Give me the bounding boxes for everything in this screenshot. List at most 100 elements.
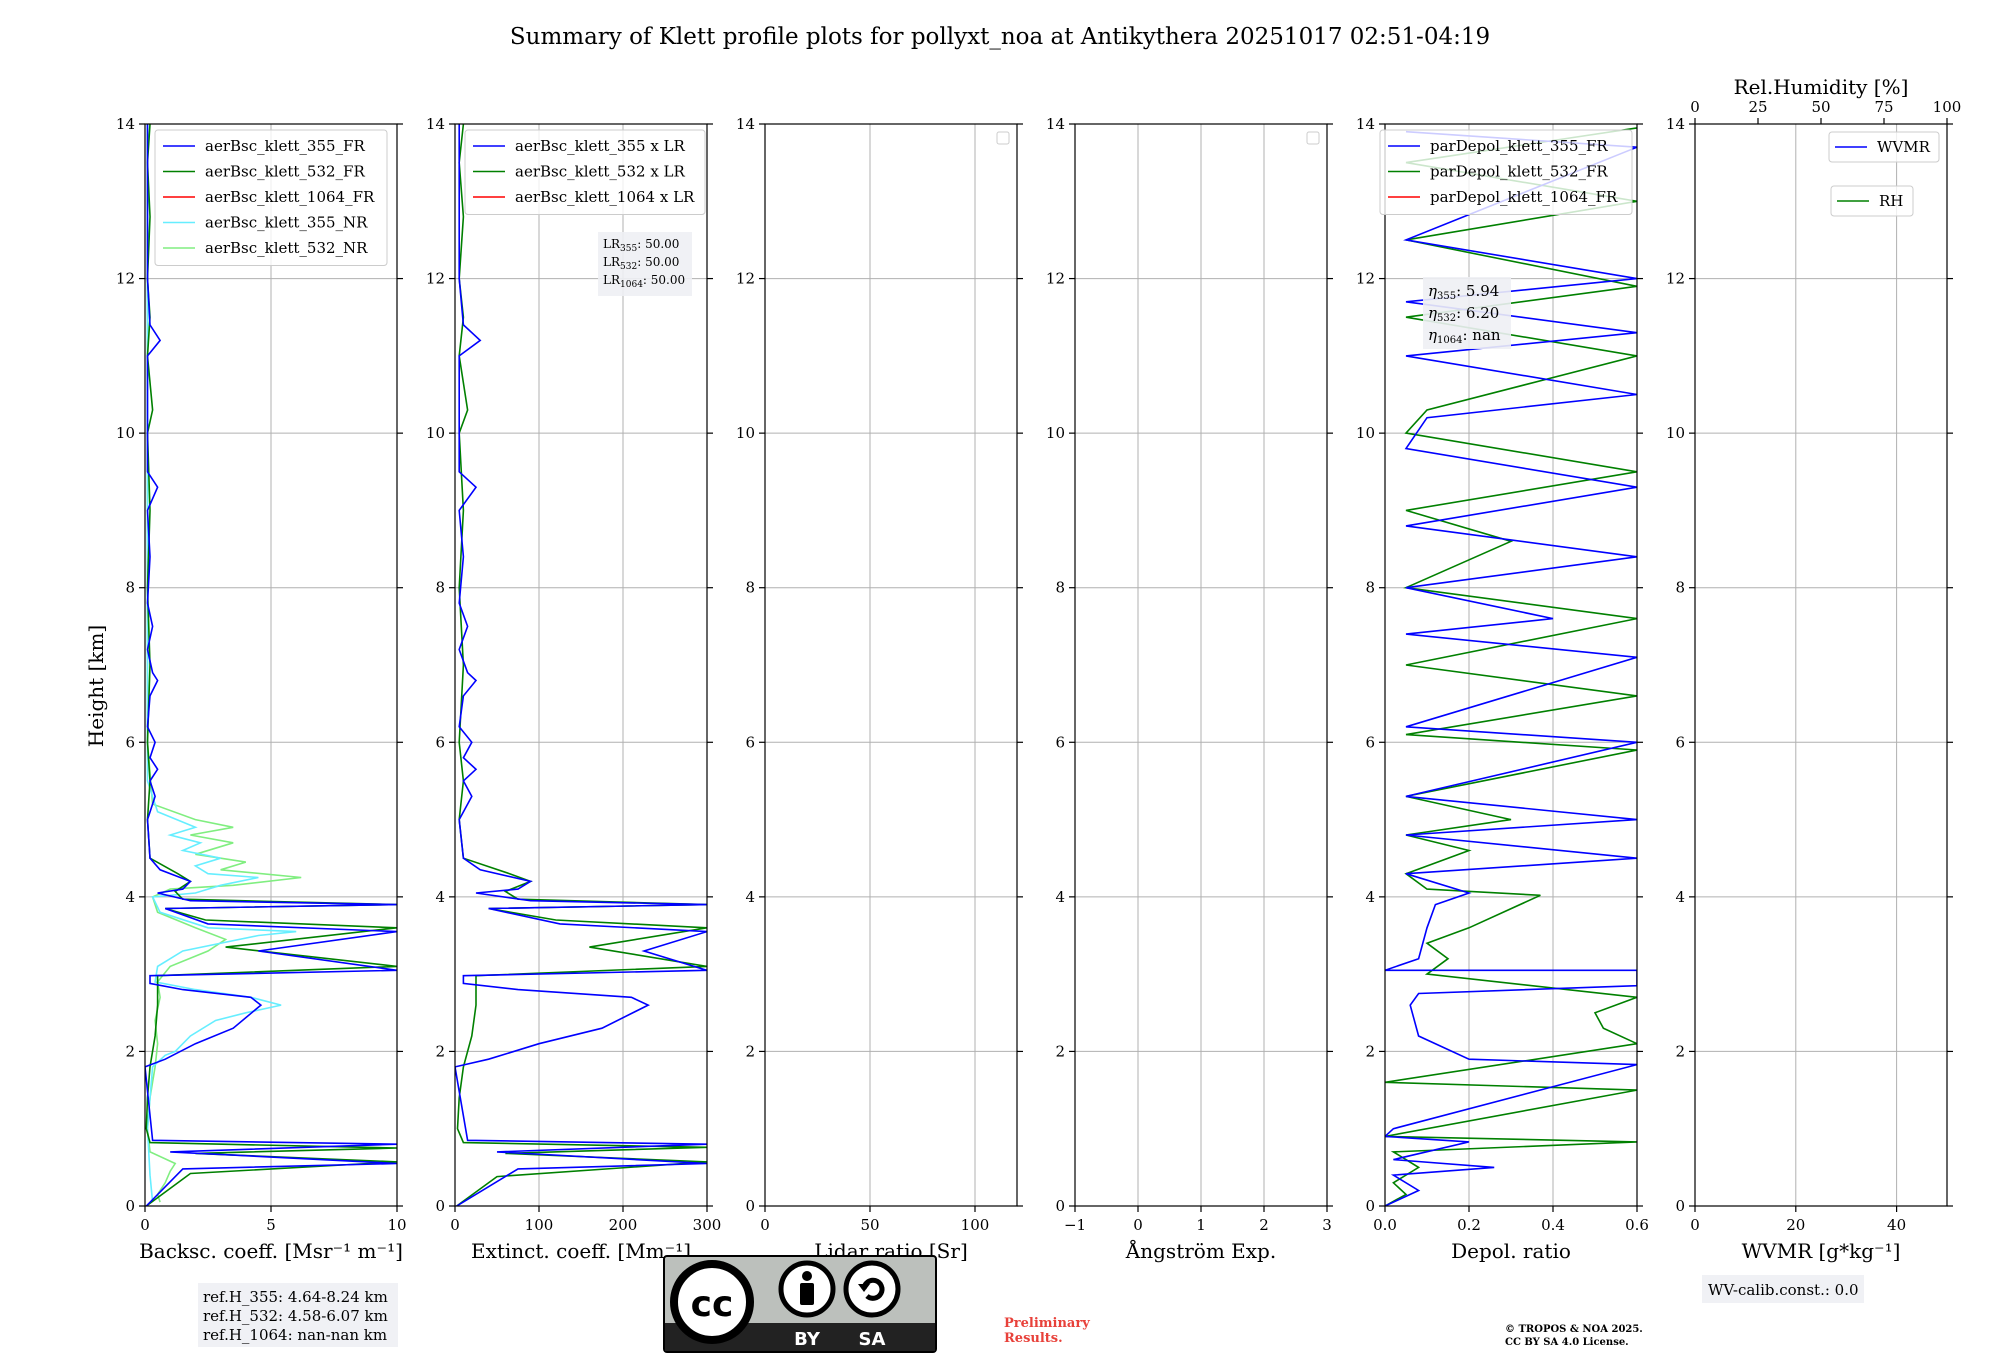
ref-heights-box: ref.H_355: 4.64-8.24 km ref.H_532: 4.58-…	[198, 1283, 398, 1347]
x-tick-label: 2	[1259, 1216, 1269, 1234]
legend-label: parDepol_klett_355_FR	[1430, 137, 1608, 155]
x-axis-label-ext: Extinct. coeff. [Mm⁻¹]	[471, 1239, 691, 1263]
y-tick-label: 12	[736, 270, 755, 288]
y-tick-label: 8	[1365, 579, 1375, 597]
y-tick-label: 2	[435, 1042, 445, 1060]
x-axis-label-dep: Depol. ratio	[1451, 1239, 1571, 1263]
top-x-tick-label: 0	[1690, 98, 1700, 116]
eta-532-label: η532: 6.20	[1428, 304, 1499, 324]
panel-wv: 0 20 40 0 2 4 6 8 10 12 14 WVMR [g*kg⁻¹] 0 25 50 75 100 R…	[1666, 75, 1961, 1263]
x-tick-label: 0.2	[1457, 1216, 1481, 1234]
x-tick-label: 0	[1133, 1216, 1143, 1234]
x-tick-label: 10	[387, 1216, 406, 1234]
y-tick-label: 2	[745, 1042, 755, 1060]
y-tick-label: 0	[435, 1197, 445, 1215]
x-tick-label: 0	[760, 1216, 770, 1234]
eta-1064-label: η1064: nan	[1428, 326, 1501, 346]
legend-label: WVMR	[1877, 138, 1931, 156]
wv-calib-box: WV-calib.const.: 0.0	[1702, 1275, 1864, 1303]
panel-ext: 0 100 200 300 0 2 4 6 8 10 12 14 Extinct. coeff. [Mm…	[426, 115, 721, 1263]
legend-box-dep	[1379, 129, 1633, 215]
y-tick-label: 8	[435, 579, 445, 597]
eta-box: η355: 5.94 η532: 6.20 η1064: nan	[1423, 277, 1511, 349]
legend-label: parDepol_klett_1064_FR	[1430, 188, 1618, 206]
series-group-dep	[1385, 127, 1637, 1206]
y-tick-label: 4	[435, 888, 445, 906]
series-aerBsc_klett_355_NR	[146, 124, 297, 1203]
axes-frame-lr	[764, 123, 1018, 1207]
series-group-ext	[455, 124, 707, 1206]
y-tick-label: 0	[1055, 1197, 1065, 1215]
legend-box-RH	[1830, 185, 1914, 217]
eta-355-label: η355: 5.94	[1428, 282, 1499, 302]
y-tick-label: 0	[1365, 1197, 1375, 1215]
y-tick-label: 4	[1055, 888, 1065, 906]
y-tick-label: 6	[1365, 733, 1375, 751]
legend-label: aerBsc_klett_1064 x LR	[515, 188, 695, 206]
grid-wv	[1694, 123, 1947, 1207]
legend-label: aerBsc_klett_1064_FR	[205, 188, 375, 206]
y-tick-label: 10	[426, 424, 445, 442]
y-tick-label: 10	[1356, 424, 1375, 442]
y-tick-label: 14	[1356, 115, 1375, 133]
x-tick-label: −1	[1064, 1216, 1086, 1234]
y-tick-label: 2	[1055, 1042, 1065, 1060]
series-parDepol_klett_355_FR	[1385, 130, 1637, 1206]
cc-icon	[670, 1260, 754, 1344]
y-tick-label: 10	[1046, 424, 1065, 442]
axes-frame-ext	[454, 123, 708, 1207]
by-text: BY	[794, 1329, 821, 1350]
legend-label: aerBsc_klett_532_NR	[205, 239, 368, 257]
x-tick-label: 3	[1322, 1216, 1332, 1234]
y-tick-label: 14	[1666, 115, 1685, 133]
legend-label: aerBsc_klett_355_NR	[205, 214, 368, 232]
y-tick-label: 12	[426, 270, 445, 288]
series-parDepol_klett_532_FR	[1385, 127, 1637, 1206]
x-tick-label: 0.6	[1625, 1216, 1649, 1234]
x-tick-label: 100	[961, 1216, 990, 1234]
y-tick-label: 6	[125, 733, 135, 751]
y-tick-label: 0	[745, 1197, 755, 1215]
y-tick-label: 0	[1675, 1197, 1685, 1215]
x-tick-label: 50	[860, 1216, 879, 1234]
ref-h-355: ref.H_355: 4.64-8.24 km	[203, 1288, 388, 1306]
y-axis-label: Height [km]	[84, 625, 108, 747]
legend-box-empty	[1306, 131, 1320, 145]
y-tick-label: 8	[1055, 579, 1065, 597]
wv-calib-label: WV-calib.const.: 0.0	[1708, 1281, 1859, 1299]
x-tick-label: 0	[450, 1216, 460, 1234]
y-tick-label: 12	[1356, 270, 1375, 288]
legend-box-ext	[464, 129, 706, 215]
y-tick-label: 6	[745, 733, 755, 751]
cc-license-badge[interactable]: cc BY SA	[663, 1255, 937, 1353]
series-aerBsc_klett_532_NR	[146, 124, 302, 1203]
top-x-tick-label: 50	[1811, 98, 1830, 116]
figure-title: Summary of Klett profile plots for polly…	[510, 24, 1490, 50]
series-aerBsc_klett_355_FR	[145, 124, 397, 1206]
x-axis-label-bsc: Backsc. coeff. [Msr⁻¹ m⁻¹]	[139, 1239, 403, 1263]
top-x-axis-label: Rel.Humidity [%]	[1734, 75, 1909, 99]
x-tick-label: 0.4	[1541, 1216, 1565, 1234]
y-tick-label: 8	[125, 579, 135, 597]
y-tick-label: 10	[116, 424, 135, 442]
y-tick-label: 4	[1365, 888, 1375, 906]
y-tick-label: 12	[1666, 270, 1685, 288]
x-tick-label: 0.0	[1373, 1216, 1397, 1234]
legend-box-empty	[996, 131, 1010, 145]
legend-label: aerBsc_klett_355 x LR	[515, 137, 686, 155]
sa-icon	[843, 1260, 901, 1318]
y-tick-label: 4	[125, 888, 135, 906]
y-tick-label: 12	[116, 270, 135, 288]
y-tick-label: 10	[1666, 424, 1685, 442]
y-tick-label: 0	[125, 1197, 135, 1215]
y-tick-label: 14	[1046, 115, 1065, 133]
panel-dep: 0.0 0.2 0.4 0.6 0 2 4 6 8 10 12 14 Depol. ratio parDe…	[1356, 115, 1649, 1263]
copyright-line-1: © TROPOS & NOA 2025.	[1505, 1324, 1643, 1335]
series-group-bsc	[145, 124, 397, 1206]
legend-label: aerBsc_klett_532_FR	[205, 163, 365, 181]
x-tick-label: 0	[1690, 1216, 1700, 1234]
x-tick-label: 0	[140, 1216, 150, 1234]
